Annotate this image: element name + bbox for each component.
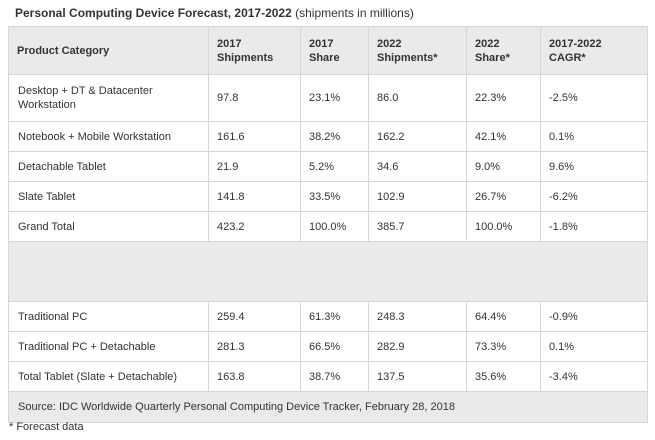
header-cagr: 2017-2022 CAGR* (540, 26, 648, 75)
cell-2017-share: 38.2% (300, 121, 369, 152)
cell-cagr: -3.4% (540, 361, 648, 392)
cell-2017-share: 66.5% (300, 331, 369, 362)
row-label: Desktop + DT & Datacenter Workstation (8, 74, 209, 122)
cell-2022-share: 26.7% (466, 181, 541, 212)
table-row: Desktop + DT & Datacenter Workstation 97… (8, 74, 648, 122)
cell-2022-shipments: 385.7 (368, 211, 467, 242)
source-row: Source: IDC Worldwide Quarterly Personal… (8, 391, 648, 423)
table-title: Personal Computing Device Forecast, 2017… (15, 5, 414, 21)
cell-2022-share: 42.1% (466, 121, 541, 152)
cell-2022-shipments: 102.9 (368, 181, 467, 212)
cell-2017-shipments: 21.9 (208, 151, 301, 182)
header-2022-share: 2022 Share* (466, 26, 541, 75)
table-row: Traditional PC 259.4 61.3% 248.3 64.4% -… (8, 301, 648, 332)
header-2017-share: 2017 Share (300, 26, 369, 75)
cell-2017-share: 38.7% (300, 361, 369, 392)
cell-cagr: 0.1% (540, 121, 648, 152)
cell-2022-share: 9.0% (466, 151, 541, 182)
title-main: Personal Computing Device Forecast, 2017… (15, 6, 292, 20)
cell-2017-share: 33.5% (300, 181, 369, 212)
cell-2022-share: 73.3% (466, 331, 541, 362)
row-label: Total Tablet (Slate + Detachable) (8, 361, 209, 392)
cell-cagr: -6.2% (540, 181, 648, 212)
row-label: Slate Tablet (8, 181, 209, 212)
cell-cagr: -2.5% (540, 74, 648, 122)
table-row: Slate Tablet 141.8 33.5% 102.9 26.7% -6.… (8, 181, 648, 212)
cell-2017-shipments: 281.3 (208, 331, 301, 362)
cell-2017-shipments: 161.6 (208, 121, 301, 152)
header-row: Product Category 2017 Shipments 2017 Share… (8, 26, 648, 75)
row-label: Grand Total (8, 211, 209, 242)
cell-2022-shipments: 86.0 (368, 74, 467, 122)
cell-cagr: -0.9% (540, 301, 648, 332)
cell-2022-shipments: 162.2 (368, 121, 467, 152)
cell-2022-shipments: 248.3 (368, 301, 467, 332)
cell-2022-share: 22.3% (466, 74, 541, 122)
cell-2017-share: 23.1% (300, 74, 369, 122)
cell-2022-shipments: 282.9 (368, 331, 467, 362)
cell-2022-share: 100.0% (466, 211, 541, 242)
cell-2022-shipments: 137.5 (368, 361, 467, 392)
cell-2022-share: 35.6% (466, 361, 541, 392)
header-2022-shipments: 2022 Shipments* (368, 26, 467, 75)
spacer-row (8, 241, 648, 302)
cell-2017-share: 61.3% (300, 301, 369, 332)
row-label: Notebook + Mobile Workstation (8, 121, 209, 152)
row-label: Detachable Tablet (8, 151, 209, 182)
title-units: (shipments in millions) (295, 6, 414, 20)
row-label: Traditional PC + Detachable (8, 331, 209, 362)
cell-cagr: 9.6% (540, 151, 648, 182)
header-2017-shipments: 2017 Shipments (208, 26, 301, 75)
table-row: Traditional PC + Detachable 281.3 66.5% … (8, 331, 648, 362)
cell-2017-shipments: 141.8 (208, 181, 301, 212)
table-row: Notebook + Mobile Workstation 161.6 38.2… (8, 121, 648, 152)
cell-2022-shipments: 34.6 (368, 151, 467, 182)
spacer-cell (8, 241, 648, 302)
cell-2017-share: 5.2% (300, 151, 369, 182)
cell-2017-shipments: 423.2 (208, 211, 301, 242)
row-label: Traditional PC (8, 301, 209, 332)
source-note: Source: IDC Worldwide Quarterly Personal… (8, 391, 648, 423)
forecast-footnote: * Forecast data (9, 421, 84, 433)
header-product-category: Product Category (8, 26, 209, 75)
cell-2017-shipments: 97.8 (208, 74, 301, 122)
forecast-table: Product Category 2017 Shipments 2017 Share… (8, 26, 648, 423)
cell-2017-shipments: 163.8 (208, 361, 301, 392)
table-row: Detachable Tablet 21.9 5.2% 34.6 9.0% 9.… (8, 151, 648, 182)
cell-cagr: 0.1% (540, 331, 648, 362)
grand-total-row: Grand Total 423.2 100.0% 385.7 100.0% -1… (8, 211, 648, 242)
cell-cagr: -1.8% (540, 211, 648, 242)
cell-2017-share: 100.0% (300, 211, 369, 242)
cell-2022-share: 64.4% (466, 301, 541, 332)
cell-2017-shipments: 259.4 (208, 301, 301, 332)
table-row: Total Tablet (Slate + Detachable) 163.8 … (8, 361, 648, 392)
